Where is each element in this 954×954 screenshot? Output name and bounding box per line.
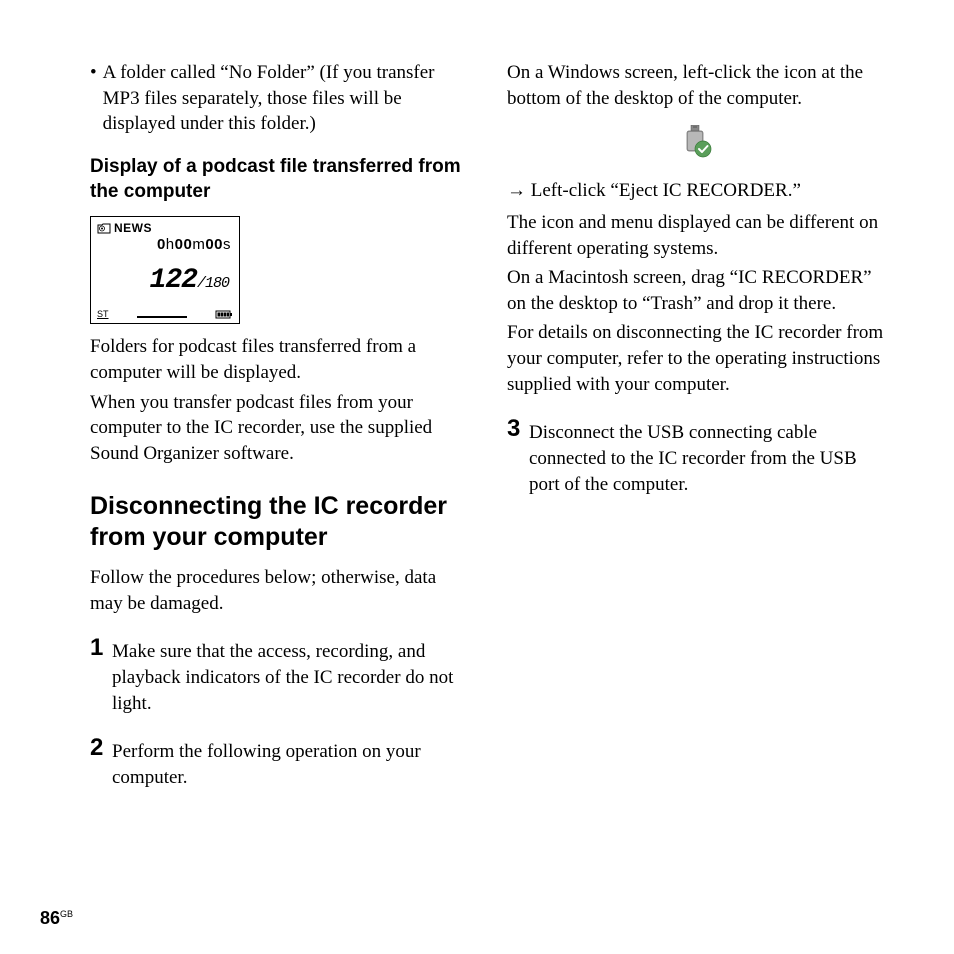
battery-icon: [215, 310, 233, 319]
bullet-text: A folder called “No Folder” (If you tran…: [103, 60, 467, 137]
step-3-text: Disconnect the USB connecting cable conn…: [529, 417, 884, 497]
page-region: GB: [60, 909, 73, 919]
lcd-counter-total: 180: [205, 275, 229, 292]
eject-icon-wrap: [507, 125, 884, 164]
para-transfer: When you transfer podcast files from you…: [90, 390, 467, 467]
step-2-number: 2: [90, 736, 112, 790]
lcd-st-label: ST: [97, 309, 109, 319]
lcd-news-label: NEWS: [114, 221, 152, 235]
lcd-minutes: 00: [175, 236, 193, 253]
heading-disconnecting: Disconnecting the IC recorder from your …: [90, 491, 467, 554]
page-number-value: 86: [40, 908, 60, 928]
page-number: 86GB: [40, 908, 73, 929]
step-1-text: Make sure that the access, recording, an…: [112, 636, 467, 716]
para-details: For details on disconnecting the IC reco…: [507, 320, 884, 397]
lcd-m-unit: m: [192, 236, 205, 253]
right-arrow-icon: →: [507, 180, 526, 201]
lcd-counter: 122/180: [97, 265, 233, 296]
step-2: 2 Perform the following operation on you…: [90, 736, 467, 790]
step-2-text: Perform the following operation on your …: [112, 736, 467, 790]
lcd-seconds: 00: [205, 236, 223, 253]
usb-eject-icon: [678, 125, 714, 159]
lcd-top-row: NEWS: [97, 221, 233, 235]
lcd-counter-slash: /: [197, 275, 205, 292]
step-1-number: 1: [90, 636, 112, 716]
step-3: 3 Disconnect the USB connecting cable co…: [507, 417, 884, 497]
lcd-time: 0h00m00s: [97, 236, 233, 253]
lcd-bottom-row: ST: [97, 309, 233, 319]
para-windows: On a Windows screen, left-click the icon…: [507, 60, 884, 111]
bullet-item: • A folder called “No Folder” (If you tr…: [90, 60, 467, 137]
arrow-instruction: → Left-click “Eject IC RECORDER.”: [507, 178, 884, 204]
subheading-podcast-display: Display of a podcast file transferred fr…: [90, 155, 467, 204]
page-body: • A folder called “No Folder” (If you tr…: [0, 0, 954, 855]
para-mac: On a Macintosh screen, drag “IC RECORDER…: [507, 265, 884, 316]
podcast-folder-icon: [97, 223, 111, 234]
step-3-number: 3: [507, 417, 529, 497]
lcd-counter-current: 122: [150, 265, 197, 296]
para-follow: Follow the procedures below; otherwise, …: [90, 565, 467, 616]
lcd-progress-bar: [137, 316, 187, 318]
lcd-display: NEWS 0h00m00s 122/180 ST: [90, 216, 240, 324]
step-1: 1 Make sure that the access, recording, …: [90, 636, 467, 716]
lcd-hours: 0: [157, 236, 166, 253]
para-folders: Folders for podcast files transferred fr…: [90, 334, 467, 385]
arrow-text: Left-click “Eject IC RECORDER.”: [526, 180, 801, 201]
bullet-marker: •: [90, 60, 103, 137]
lcd-h-unit: h: [166, 236, 175, 253]
para-icon-diff: The icon and menu displayed can be diffe…: [507, 210, 884, 261]
lcd-s-unit: s: [223, 236, 231, 253]
